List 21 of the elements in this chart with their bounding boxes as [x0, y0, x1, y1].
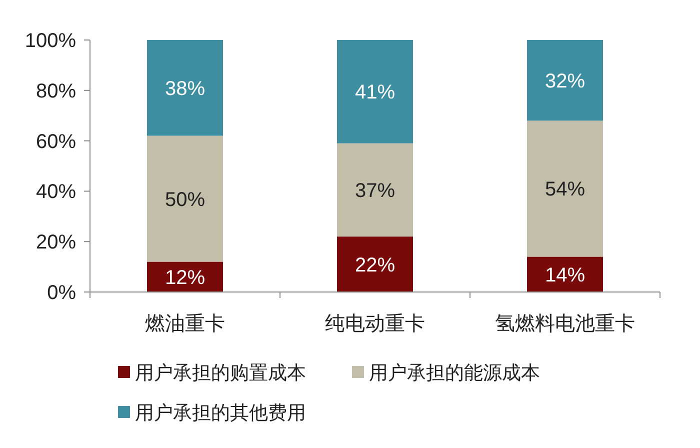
x-tick-label: 纯电动重卡 [325, 313, 425, 335]
data-label: 41% [354, 82, 396, 104]
y-tick-label: 0% [47, 282, 76, 304]
data-label: 14% [544, 264, 586, 286]
data-label: 12% [164, 266, 206, 289]
y-tick-label: 60% [36, 130, 76, 153]
data-label: 50% [164, 188, 206, 211]
x-tick-label: 燃油重卡 [145, 313, 225, 335]
data-label: 38% [164, 78, 206, 100]
data-label: 22% [354, 254, 396, 276]
y-tick-label: 80% [36, 80, 76, 102]
legend-label: 用户承担的能源成本 [369, 362, 540, 384]
legend-label: 用户承担的其他费用 [135, 402, 306, 424]
data-label: 32% [544, 70, 586, 92]
y-tick-label: 100% [24, 30, 76, 52]
legend-label: 用户承担的购置成本 [135, 362, 306, 384]
y-tick-label: 20% [36, 232, 76, 254]
data-label: 37% [354, 180, 396, 202]
x-tick-label: 氢燃料电池重卡 [495, 313, 635, 335]
y-tick-label: 40% [36, 181, 76, 204]
data-label: 54% [544, 178, 586, 201]
